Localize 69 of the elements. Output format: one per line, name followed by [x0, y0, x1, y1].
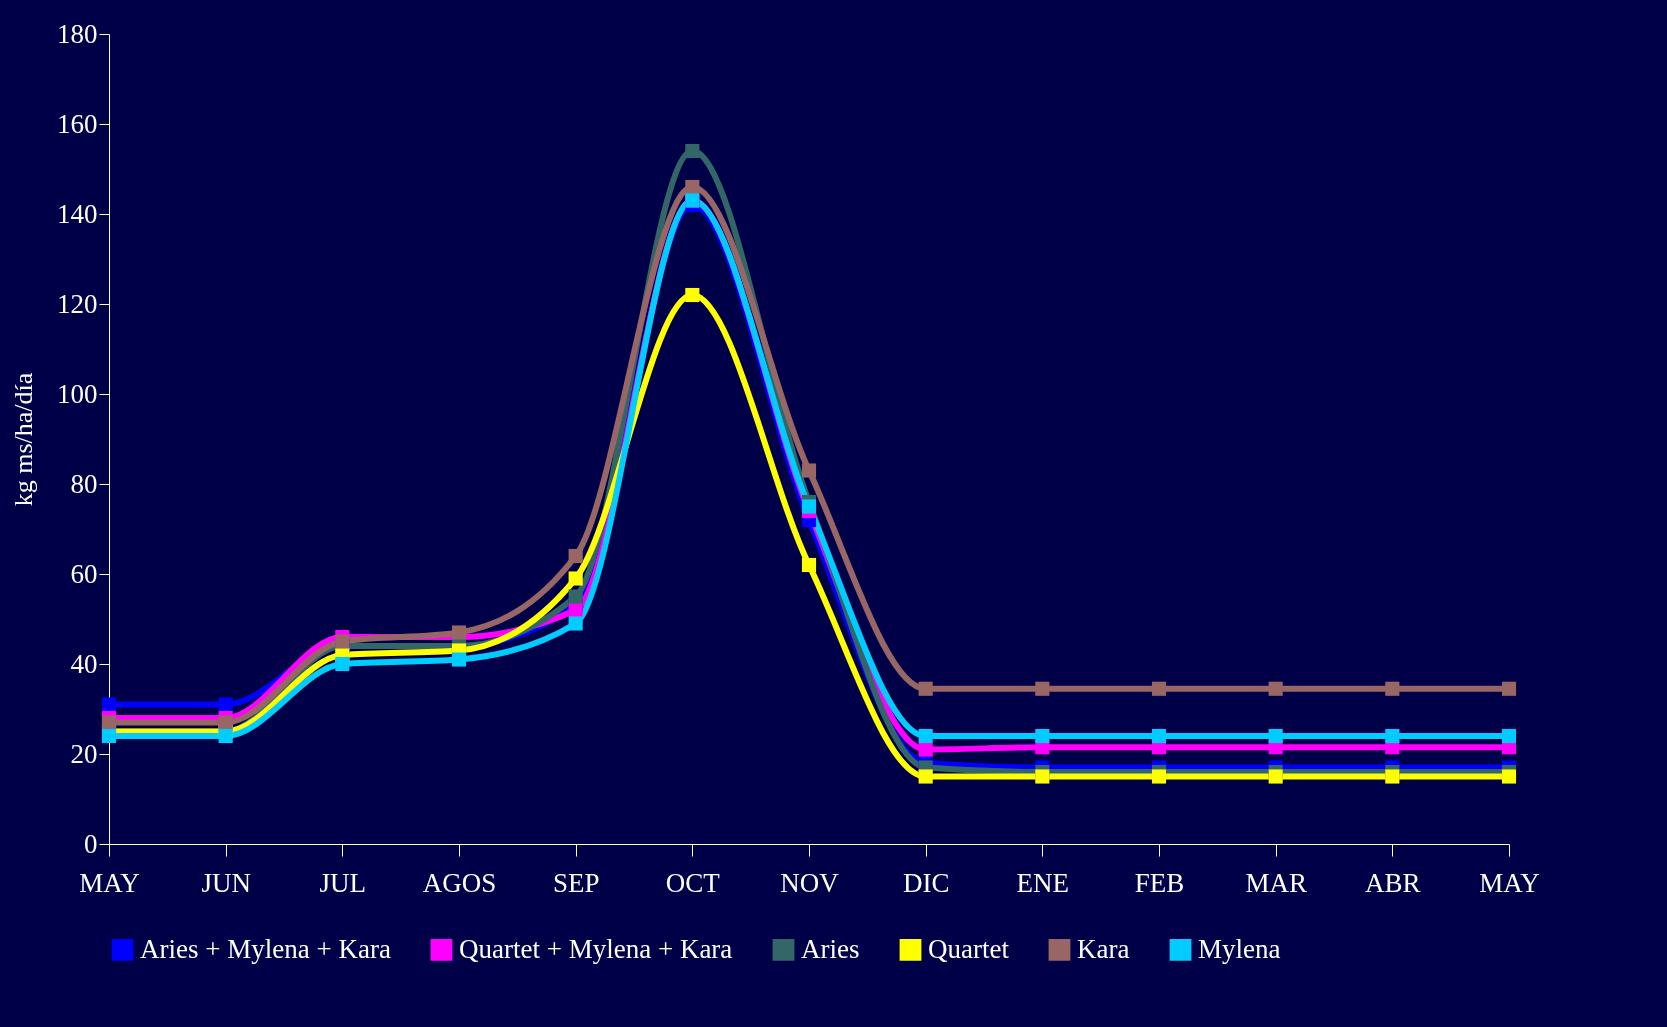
y-tick-label: 40: [70, 648, 98, 679]
legend-label: Mylena: [1198, 933, 1281, 964]
y-tick-label: 20: [70, 738, 98, 769]
point: [1035, 681, 1050, 696]
legend-label: Aries + Mylena + Kara: [140, 933, 391, 964]
y-tick-label: 180: [57, 18, 98, 49]
x-tick-label: JUN: [201, 867, 251, 898]
x-tick-label: ENE: [1016, 867, 1070, 898]
x-tick-label: JUL: [319, 867, 367, 898]
point: [1268, 728, 1283, 744]
point: [1268, 769, 1283, 784]
point: [218, 697, 233, 712]
point: [685, 179, 700, 195]
y-tick-label: 80: [70, 468, 98, 499]
point: [1035, 728, 1050, 744]
y-tick-label: 0: [84, 828, 98, 859]
point: [1501, 769, 1517, 784]
point: [1501, 681, 1517, 696]
legend-label: Quartet + Mylena + Kara: [459, 933, 733, 964]
point: [1385, 769, 1400, 784]
point: [1151, 728, 1167, 744]
y-tick-label: 160: [57, 108, 98, 139]
point: [801, 557, 817, 573]
y-tick-label: 140: [57, 198, 98, 229]
point: [1151, 769, 1167, 784]
point: [1268, 681, 1283, 696]
point: [918, 742, 933, 757]
legend-label: Kara: [1077, 933, 1130, 964]
point: [568, 589, 583, 604]
point: [335, 634, 350, 649]
point: [918, 728, 933, 744]
point: [101, 728, 117, 744]
x-tick-label: MAR: [1245, 867, 1307, 898]
x-tick-label: OCT: [665, 867, 721, 898]
x-tick-label: NOV: [780, 867, 840, 898]
legend-label: Aries: [801, 933, 860, 964]
point: [101, 715, 117, 730]
point: [335, 656, 350, 672]
point: [568, 548, 583, 564]
point: [568, 616, 583, 631]
point: [568, 571, 583, 586]
y-tick-label: 120: [57, 288, 98, 319]
point: [1385, 681, 1400, 696]
point: [218, 715, 233, 730]
x-tick-label: SEP: [552, 867, 600, 898]
point: [918, 681, 933, 696]
y-tick-label: 100: [57, 378, 98, 409]
x-tick-label: MAY: [1479, 867, 1540, 898]
x-tick-label: FEB: [1134, 867, 1185, 898]
x-tick-label: DIC: [902, 867, 950, 898]
y-axis-title: kg ms/ha/día: [9, 372, 38, 507]
point: [451, 625, 467, 640]
legend-label: Quartet: [928, 933, 1010, 964]
point: [101, 697, 117, 712]
point: [918, 769, 933, 784]
point: [685, 287, 700, 303]
x-tick-label: ABR: [1365, 867, 1421, 898]
x-tick-label: MAY: [79, 867, 140, 898]
point: [451, 652, 467, 667]
point: [801, 499, 817, 514]
point: [1151, 681, 1167, 696]
point: [685, 143, 700, 159]
point: [1385, 728, 1400, 744]
point: [218, 728, 233, 744]
point: [1501, 728, 1517, 744]
point: [801, 463, 817, 478]
x-tick-label: AGOS: [422, 867, 497, 898]
point: [1035, 769, 1050, 784]
y-tick-label: 60: [70, 558, 98, 589]
